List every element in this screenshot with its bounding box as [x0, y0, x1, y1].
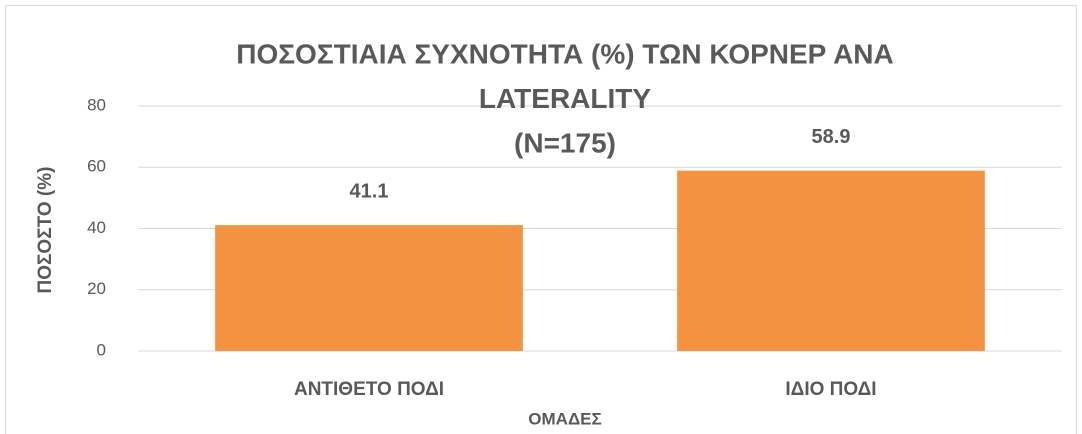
bar [677, 170, 985, 351]
chart-title: ΠΟΣΟΣΤΙΑΙΑ ΣΥΧΝΟΤΗΤΑ (%) ΤΩΝ ΚΟΡΝΕΡ ΑΝΑ [236, 38, 894, 69]
y-tick-label: 60 [87, 157, 106, 176]
x-tick-label: ΑΝΤΙΘΕΤΟ ΠΟΔΙ [294, 379, 444, 400]
y-tick-label: 40 [87, 218, 106, 237]
bar [215, 225, 523, 351]
chart-title: (N=175) [514, 127, 616, 158]
y-tick-label: 0 [97, 340, 106, 359]
y-tick-label: 80 [87, 95, 106, 114]
x-tick-label: ΙΔΙΟ ΠΟΔΙ [785, 379, 876, 400]
data-label: 41.1 [350, 180, 389, 202]
data-label: 58.9 [812, 126, 851, 148]
y-axis-label: ΠΟΣΟΣΤΟ (%) [35, 167, 56, 294]
x-axis-label: ΟΜΑΔΕΣ [528, 409, 601, 428]
y-tick-label: 20 [87, 279, 106, 298]
chart-title: LATERALITY [479, 83, 651, 114]
